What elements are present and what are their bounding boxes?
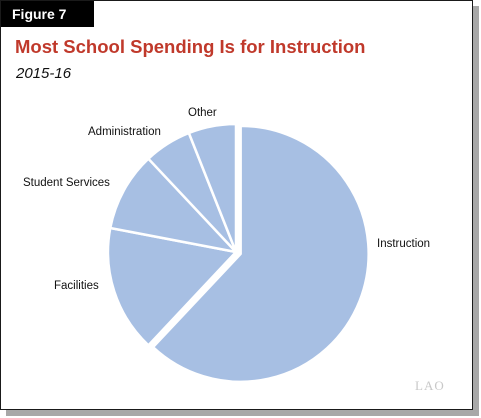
chart-subtitle: 2015-16 xyxy=(16,65,72,82)
slice-label-facilities: Facilities xyxy=(54,280,99,292)
pie-slice-facilities xyxy=(106,226,238,347)
slice-label-other: Other xyxy=(188,107,217,119)
pie-slices xyxy=(106,122,370,384)
slice-label-instruction: Instruction xyxy=(377,238,430,250)
chart-title: Most School Spending Is for Instruction xyxy=(15,36,366,57)
lao-logo: LAO xyxy=(415,378,445,393)
figure-label: Figure 7 xyxy=(1,1,94,27)
pie-slice-other xyxy=(187,122,238,254)
slice-label-administration: Administration xyxy=(88,126,161,138)
pie-labels: Instruction Facilities Student Services Adm… xyxy=(23,107,430,292)
pie-slice-student-services xyxy=(109,157,238,254)
pie-slice-instruction xyxy=(151,124,370,384)
slice-label-student-services: Student Services xyxy=(23,177,110,189)
